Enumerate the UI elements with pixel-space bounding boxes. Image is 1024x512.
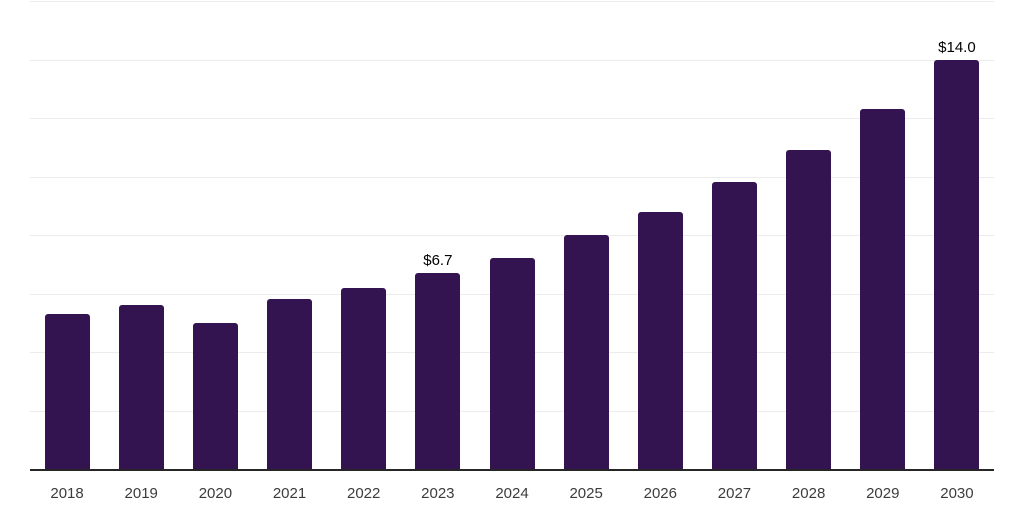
x-tick-2021: 2021 bbox=[272, 485, 307, 502]
bar-2019 bbox=[118, 305, 164, 469]
bar-2030 bbox=[934, 59, 980, 469]
x-tick-2024: 2024 bbox=[495, 485, 529, 502]
bar-2028 bbox=[786, 150, 832, 469]
x-tick-2022: 2022 bbox=[347, 485, 381, 502]
gridline-y-16 bbox=[30, 1, 994, 2]
gridline-y-8 bbox=[30, 235, 994, 236]
x-tick-2023: 2023 bbox=[421, 485, 455, 502]
bar-2025 bbox=[563, 235, 609, 469]
bar-2023 bbox=[415, 273, 461, 469]
x-tick-2030: 2030 bbox=[940, 485, 974, 502]
bar-2020 bbox=[192, 322, 238, 469]
gridline-y-10 bbox=[30, 176, 994, 178]
bar-2021 bbox=[267, 299, 313, 469]
gridline-y-14 bbox=[30, 59, 994, 61]
bar-2018 bbox=[44, 313, 90, 469]
x-tick-2026: 2026 bbox=[643, 485, 677, 502]
bar-2026 bbox=[637, 211, 683, 469]
x-tick-2025: 2025 bbox=[569, 485, 603, 502]
x-tick-2027: 2027 bbox=[717, 485, 752, 502]
x-tick-2019: 2019 bbox=[124, 485, 158, 502]
data-label-2030: $14.0 bbox=[938, 38, 976, 56]
x-tick-2018: 2018 bbox=[50, 485, 84, 502]
plot-area: $6.7 $14.0 bbox=[30, 1, 994, 471]
x-tick-2029: 2029 bbox=[866, 485, 900, 502]
x-tick-2028: 2028 bbox=[791, 485, 826, 502]
bar-2024 bbox=[489, 258, 535, 469]
x-tick-2020: 2020 bbox=[198, 485, 233, 502]
gridline-y-12 bbox=[30, 118, 994, 119]
bar-2027 bbox=[711, 182, 757, 469]
bar-2029 bbox=[860, 109, 906, 469]
data-label-2023: $6.7 bbox=[423, 252, 453, 270]
bar-2022 bbox=[341, 287, 387, 469]
